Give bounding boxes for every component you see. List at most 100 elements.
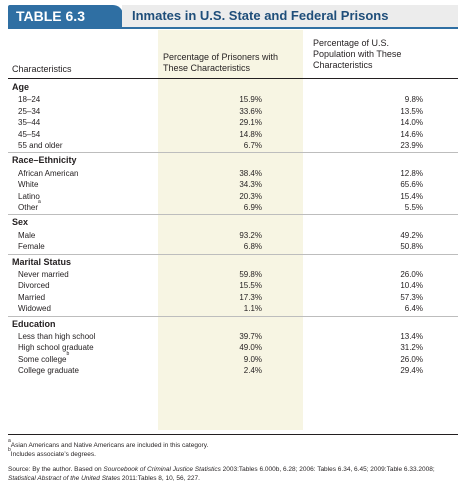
section-label: Marital Status — [12, 256, 72, 267]
population-value: 29.4% — [400, 366, 423, 376]
section-rule — [8, 152, 458, 154]
footnote-a: aAsian Americans and Native Americans ar… — [8, 438, 463, 450]
population-value: 9.8% — [404, 95, 423, 105]
prisoners-value: 6.9% — [243, 203, 262, 212]
row-label-text: 25–34 — [18, 106, 41, 116]
table-row: 45–54 14.8% 14.6% — [8, 129, 458, 140]
data-table: Characteristics Percentage of Prisoners … — [8, 30, 458, 430]
population-value: 26.0% — [400, 270, 423, 279]
population-value: 57.3% — [400, 292, 423, 302]
source-note: Source: By the author. Based on Sourcebo… — [8, 465, 463, 483]
table-row: African American 38.4% 12.8% — [8, 168, 458, 179]
row-label-text: Some college — [18, 354, 67, 364]
col-head-characteristics: Characteristics — [12, 64, 72, 74]
population-value: 6.4% — [404, 304, 423, 314]
footnote-marker: b — [66, 350, 70, 357]
row-label-text: 45–54 — [18, 129, 41, 139]
row-label-text: 35–44 — [18, 118, 41, 128]
table-row: 25–34 33.6% 13.5% — [8, 106, 458, 117]
row-label: Othera — [18, 199, 41, 213]
row-label: Latino — [18, 191, 40, 202]
table-row: Othera 6.9% 5.5% — [8, 199, 458, 213]
row-label: Male — [18, 230, 35, 241]
footnote-a-text: Asian Americans and Native Americans are… — [10, 442, 209, 449]
table-row: 18–24 15.9% 9.8% — [8, 94, 458, 105]
prisoners-value: 20.3% — [239, 191, 262, 201]
prisoners-value: 15.9% — [239, 95, 262, 105]
table-row: Some collegeb 9.0% 26.0% — [8, 350, 458, 365]
population-value: 13.4% — [400, 332, 423, 341]
row-label-text: Married — [18, 292, 46, 302]
population-value: 49.2% — [400, 230, 423, 240]
row-label: 25–34 — [18, 106, 40, 117]
section-rule — [8, 253, 458, 255]
section-heading: Education — [8, 319, 458, 330]
row-label: 35–44 — [18, 117, 40, 128]
footnote-b: bIncludes associate’s degrees. — [8, 447, 463, 459]
footnote-marker: a — [38, 199, 41, 205]
population-value: 5.5% — [404, 203, 423, 212]
prisoners-value: 2.4% — [243, 366, 262, 376]
source-suffix: 2011:Tables 8, 10, 56, 227. — [120, 475, 200, 482]
row-label: College graduate — [18, 365, 79, 376]
population-value: 14.0% — [400, 118, 423, 128]
row-label-text: Divorced — [18, 281, 50, 291]
table-row: Latino 20.3% 15.4% — [8, 191, 458, 202]
footnote-a-mark: a — [8, 438, 11, 444]
row-label: 45–54 — [18, 129, 40, 140]
row-label-text: College graduate — [18, 366, 79, 376]
row-label: White — [18, 179, 38, 190]
footnote-b-mark: b — [8, 447, 11, 453]
table-row: College graduate 2.4% 29.4% — [8, 365, 458, 376]
prisoners-value: 29.1% — [239, 118, 262, 128]
col-head-population: Percentage of U.S. Population with These… — [313, 38, 402, 70]
section-rule — [8, 214, 458, 216]
section-heading: Marital Status — [8, 257, 458, 268]
prisoners-value: 9.0% — [243, 354, 262, 364]
col-head-prisoners: Percentage of Prisoners with These Chara… — [163, 52, 279, 73]
source-prefix: Source: By the author. Based on — [8, 466, 104, 473]
row-label: Less than high school — [18, 331, 95, 342]
prisoners-value: 93.2% — [239, 230, 262, 240]
row-label-text: 55 and older — [18, 141, 63, 150]
row-label: Widowed — [18, 303, 51, 314]
prisoners-value: 6.8% — [243, 242, 262, 252]
table-number: TABLE 6.3 — [8, 5, 123, 27]
population-value: 31.2% — [400, 343, 423, 353]
row-label: 55 and older — [18, 140, 62, 151]
prisoners-value: 38.4% — [239, 168, 262, 178]
table-row: White 34.3% 65.6% — [8, 179, 458, 190]
population-value: 26.0% — [400, 354, 423, 364]
prisoners-column-band — [158, 30, 303, 430]
table-row: Married 17.3% 57.3% — [8, 292, 458, 303]
table-row: Female 6.8% 50.8% — [8, 241, 458, 252]
table-row: Less than high school 39.7% 13.4% — [8, 331, 458, 342]
prisoners-value: 34.3% — [239, 180, 262, 190]
row-label: 18–24 — [18, 94, 40, 105]
table-row: Widowed 1.1% 6.4% — [8, 303, 458, 314]
row-label: African American — [18, 168, 78, 179]
prisoners-value: 33.6% — [239, 106, 262, 116]
table-title: Inmates in U.S. State and Federal Prison… — [122, 5, 458, 27]
row-label: High school graduate — [18, 342, 94, 353]
row-label-text: 18–24 — [18, 95, 41, 105]
population-value: 65.6% — [400, 180, 423, 190]
table-row: High school graduate 49.0% 31.2% — [8, 342, 458, 353]
population-value: 10.4% — [400, 281, 423, 291]
row-label-text: Latino — [18, 191, 40, 201]
row-label: Never married — [18, 269, 69, 280]
row-label: Married — [18, 292, 45, 303]
row-label-text: Male — [18, 230, 36, 240]
prisoners-value: 49.0% — [239, 343, 262, 353]
table-row: Divorced 15.5% 10.4% — [8, 280, 458, 291]
section-rule — [8, 315, 458, 317]
row-label-text: High school graduate — [18, 343, 94, 353]
table-row: Never married 59.8% 26.0% — [8, 269, 458, 280]
table-row: 55 and older 6.7% 23.9% — [8, 140, 458, 151]
source-mid: 2003:Tables 6.000b, 6.28; 2006: Tables 6… — [220, 466, 435, 473]
population-value: 50.8% — [400, 242, 423, 252]
row-label-text: Less than high school — [18, 332, 96, 341]
row-label-text: Widowed — [18, 304, 51, 314]
section-label: Race–Ethnicity — [12, 155, 77, 166]
table-row: Male 93.2% 49.2% — [8, 230, 458, 241]
